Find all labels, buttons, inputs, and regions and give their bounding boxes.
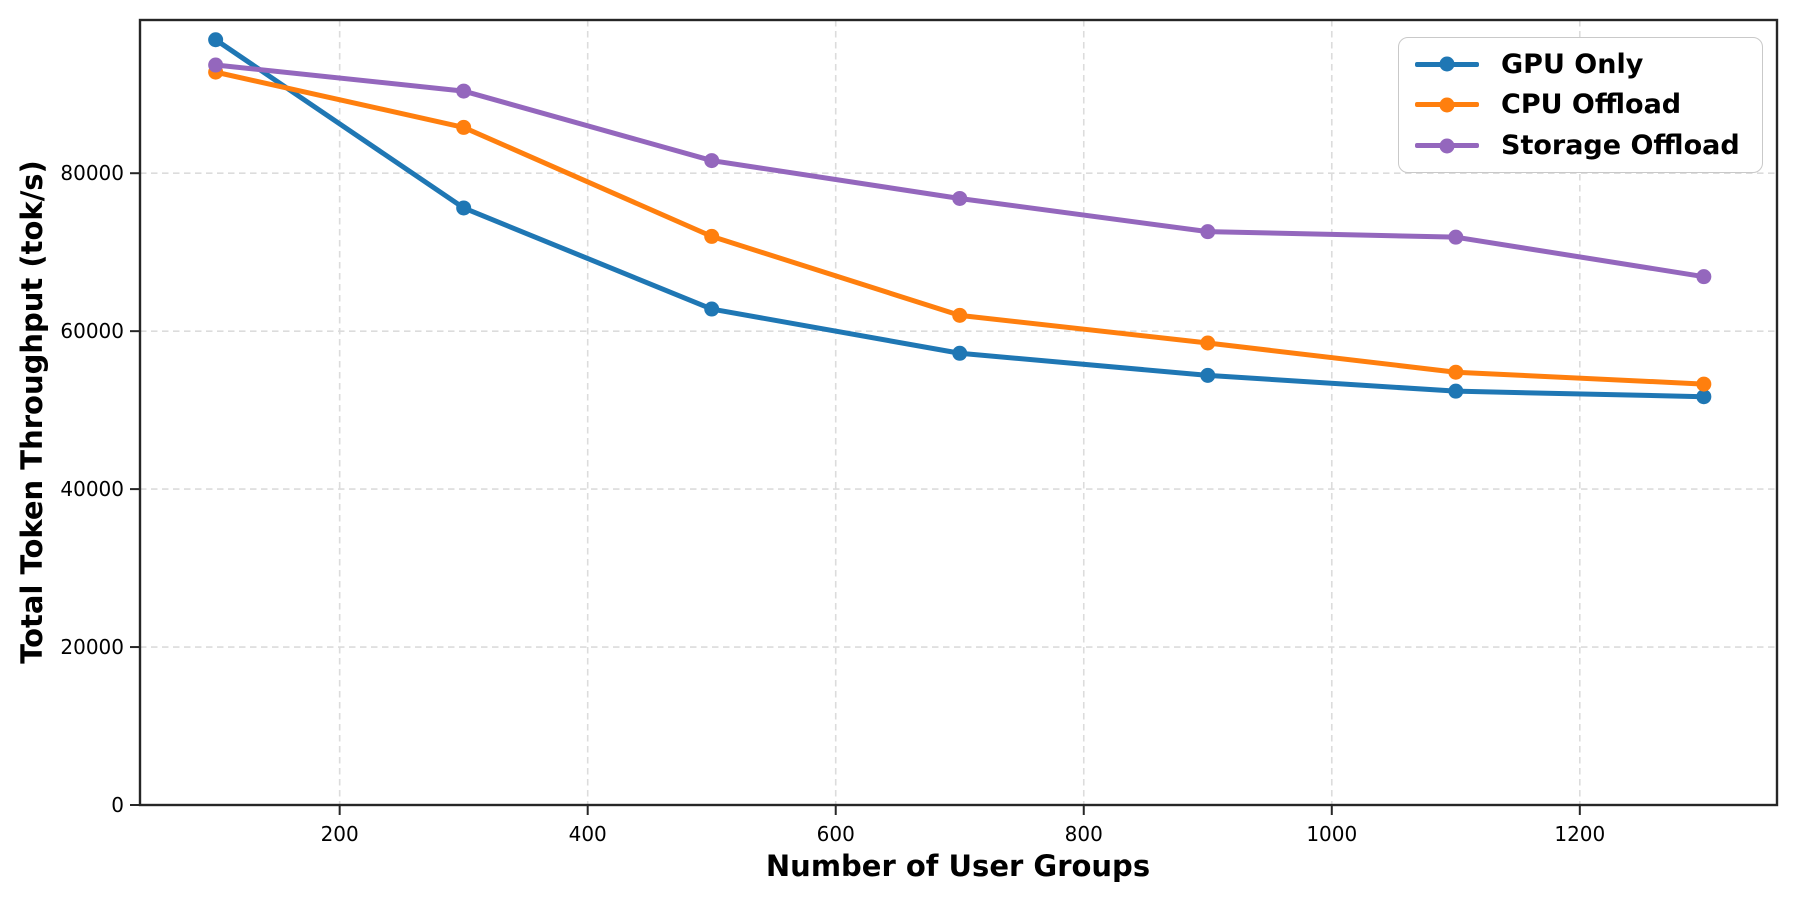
data-point-storage-offload xyxy=(456,83,472,99)
x-tick-label: 600 xyxy=(817,822,855,846)
data-point-storage-offload xyxy=(1200,224,1216,240)
y-tick-label: 60000 xyxy=(60,319,124,343)
legend-dot-gpu-only xyxy=(1439,56,1455,72)
data-point-gpu-only xyxy=(952,345,968,361)
y-tick-label: 0 xyxy=(111,793,124,817)
legend-dot-cpu-offload xyxy=(1439,97,1455,113)
x-tick-label: 1000 xyxy=(1306,822,1357,846)
data-point-gpu-only xyxy=(1696,389,1712,405)
x-axis-label: Number of User Groups xyxy=(765,849,1151,883)
data-point-storage-offload xyxy=(952,190,968,206)
data-point-storage-offload xyxy=(1448,229,1464,245)
data-point-storage-offload xyxy=(1696,269,1712,285)
legend-item-storage-offload: Storage Offload xyxy=(1415,130,1746,161)
x-tick-label: 1200 xyxy=(1554,822,1605,846)
data-point-storage-offload xyxy=(704,153,720,169)
x-tick-label: 400 xyxy=(569,822,607,846)
data-point-gpu-only xyxy=(456,200,472,216)
data-point-cpu-offload xyxy=(1448,364,1464,380)
data-point-gpu-only xyxy=(704,301,720,317)
legend-label-gpu-only: GPU Only xyxy=(1501,48,1644,80)
data-point-gpu-only xyxy=(1448,383,1464,399)
data-point-cpu-offload xyxy=(1200,335,1216,351)
x-tick-label: 200 xyxy=(321,822,359,846)
legend-item-gpu-only: GPU Only xyxy=(1415,49,1746,80)
legend-line-marker-gpu-only xyxy=(1415,56,1479,72)
data-point-cpu-offload xyxy=(456,119,472,135)
data-point-gpu-only xyxy=(1200,367,1216,383)
data-point-cpu-offload xyxy=(704,228,720,244)
legend: GPU Only CPU Offload Storage Offload xyxy=(1398,37,1763,173)
y-tick-label: 20000 xyxy=(60,635,124,659)
legend-item-cpu-offload: CPU Offload xyxy=(1415,89,1746,120)
legend-line-marker-cpu-offload xyxy=(1415,97,1479,113)
legend-dot-storage-offload xyxy=(1439,138,1455,154)
plot-border xyxy=(138,18,1779,807)
y-tick-label: 80000 xyxy=(60,161,124,185)
data-point-cpu-offload xyxy=(952,307,968,323)
data-point-gpu-only xyxy=(208,32,224,48)
data-point-storage-offload xyxy=(208,57,224,73)
legend-label-storage-offload: Storage Offload xyxy=(1501,130,1740,162)
data-point-cpu-offload xyxy=(1696,376,1712,392)
y-tick-label: 40000 xyxy=(60,477,124,501)
legend-label-cpu-offload: CPU Offload xyxy=(1501,89,1682,121)
y-axis-label: Total Token Throughput (tok/s) xyxy=(15,160,49,664)
x-tick-label: 800 xyxy=(1065,822,1103,846)
legend-line-marker-storage-offload xyxy=(1415,138,1479,154)
